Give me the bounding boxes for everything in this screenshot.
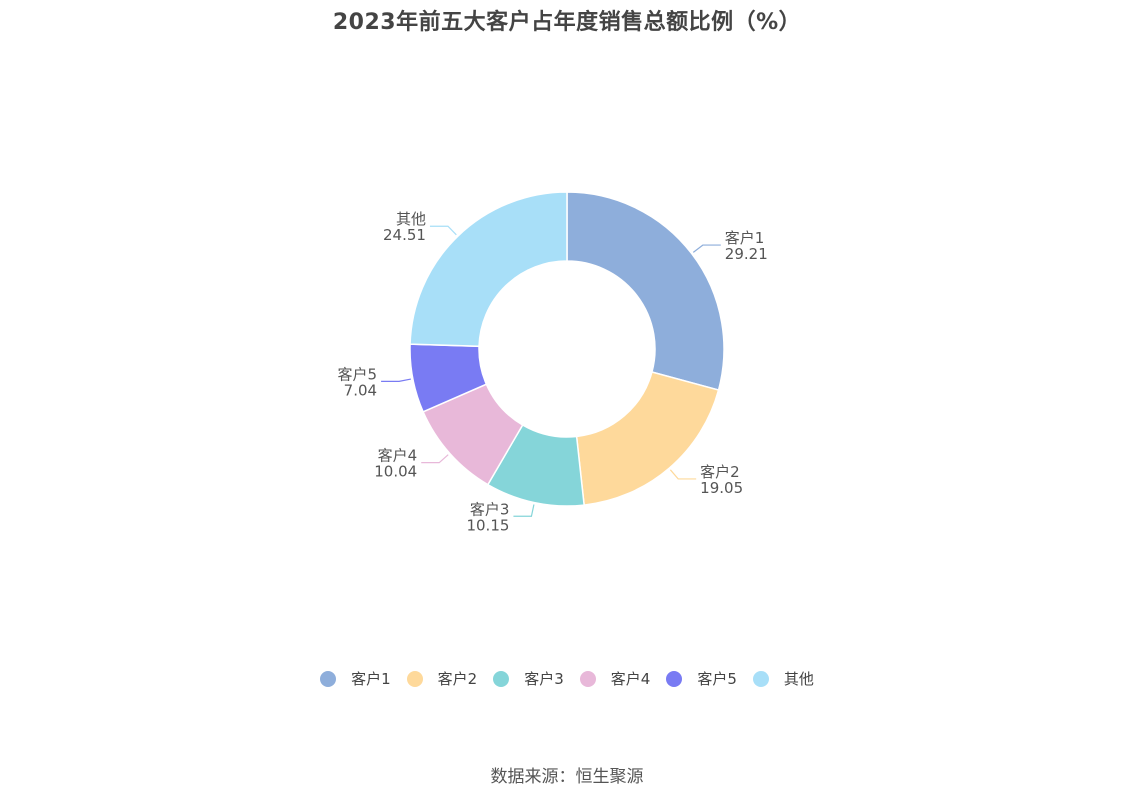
leader-line-2	[669, 469, 697, 480]
legend-item-3[interactable]: 客户3	[493, 668, 564, 689]
legend-swatch	[493, 670, 510, 687]
leader-line-5	[381, 378, 411, 382]
legend-item-2[interactable]: 客户2	[406, 668, 478, 689]
slice-value-2: 19.05	[700, 479, 743, 497]
legend-swatch	[320, 670, 337, 687]
legend-swatch	[752, 670, 769, 687]
legend-swatch	[579, 670, 596, 687]
leader-line-6	[429, 225, 457, 236]
slice-value-5: 7.04	[344, 381, 377, 399]
legend-item-6[interactable]: 其他	[752, 668, 814, 689]
slice-value-3: 10.15	[466, 516, 509, 534]
leader-line-4	[421, 454, 449, 464]
slice-2[interactable]	[575, 371, 720, 506]
slice-label-6: 其他	[396, 210, 426, 228]
chart-title: 2023年前五大客户占年度销售总额比例（%）	[332, 10, 802, 35]
legend-label: 客户3	[524, 670, 564, 688]
slice-6[interactable]	[409, 191, 568, 348]
legend-swatch	[406, 670, 423, 687]
legend-label: 其他	[783, 670, 814, 688]
legend: 客户1 客户2 客户3 客户4 客户5 其他	[0, 668, 1134, 689]
legend-label: 客户2	[437, 670, 478, 688]
slice-value-1: 29.21	[725, 245, 768, 263]
slice-label-5: 客户5	[338, 365, 378, 383]
slice-1[interactable]	[566, 191, 725, 391]
slice-value-6: 24.51	[383, 226, 426, 244]
leader-line-3	[513, 504, 535, 517]
legend-swatch	[666, 670, 683, 687]
legend-item-1[interactable]: 客户1	[320, 668, 391, 689]
slice-label-2: 客户2	[700, 463, 740, 481]
leader-line-1	[692, 244, 721, 253]
slice-label-1: 客户1	[725, 229, 765, 247]
slice-label-4: 客户4	[378, 447, 418, 465]
legend-item-5[interactable]: 客户5	[666, 668, 737, 689]
slice-label-3: 客户3	[470, 500, 510, 518]
legend-label: 客户1	[351, 670, 391, 688]
source-note: 数据来源：恒生聚源	[490, 767, 644, 787]
legend-label: 客户5	[697, 670, 737, 688]
legend-item-4[interactable]: 客户4	[579, 668, 651, 689]
slice-value-4: 10.04	[374, 463, 417, 481]
legend-label: 客户4	[610, 670, 651, 688]
